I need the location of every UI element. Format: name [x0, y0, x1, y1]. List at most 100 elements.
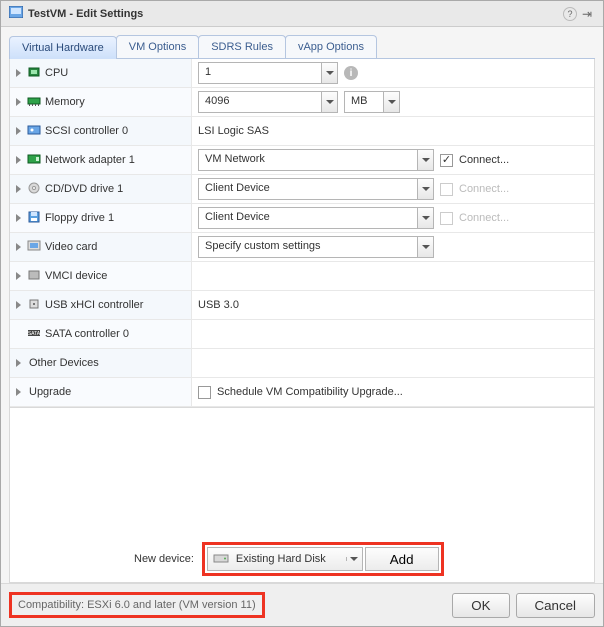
cddvd-dropdown[interactable]: Client Device [198, 178, 434, 200]
dialog-footer: Compatibility: ESXi 6.0 and later (VM ve… [1, 583, 603, 626]
row-vmci-device: VMCI device [10, 262, 594, 291]
svg-text:SATA: SATA [28, 331, 41, 337]
vmci-label: VMCI device [45, 270, 107, 282]
network-connect-checkbox[interactable] [440, 154, 453, 167]
cddvd-label: CD/DVD drive 1 [45, 183, 123, 195]
label-cell: Memory [10, 88, 192, 116]
expander-icon[interactable] [16, 156, 21, 164]
cddvd-connect-checkbox [440, 183, 453, 196]
chevron-down-icon[interactable] [321, 92, 337, 112]
sata-label: SATA controller 0 [45, 328, 129, 340]
info-icon[interactable]: i [344, 66, 358, 80]
label-cell: SCSI controller 0 [10, 117, 192, 145]
value-cell: VM Network Connect... [192, 147, 594, 173]
expander-icon[interactable] [16, 272, 21, 280]
expander-icon[interactable] [16, 98, 21, 106]
cpu-count-value: 1 [199, 63, 321, 83]
video-value: Specify custom settings [199, 237, 417, 257]
memory-label: Memory [45, 96, 85, 108]
floppy-connect-checkbox [440, 212, 453, 225]
schedule-upgrade-label: Schedule VM Compatibility Upgrade... [217, 386, 403, 398]
chevron-down-icon[interactable] [346, 557, 362, 561]
nic-label: Network adapter 1 [45, 154, 135, 166]
new-device-dropdown[interactable]: Existing Hard Disk [207, 547, 363, 571]
schedule-upgrade-checkbox[interactable] [198, 386, 211, 399]
usb-icon [27, 298, 41, 313]
label-cell: Network adapter 1 [10, 146, 192, 174]
expander-icon[interactable] [16, 301, 21, 309]
row-other-devices: Other Devices [10, 349, 594, 378]
sata-icon: SATA [27, 327, 41, 342]
tabbar: Virtual Hardware VM Options SDRS Rules v… [9, 35, 595, 59]
label-cell: Other Devices [10, 349, 192, 377]
video-label: Video card [45, 241, 97, 253]
memory-size-value: 4096 [199, 92, 321, 112]
edit-settings-dialog: TestVM - Edit Settings ? ⇥ Virtual Hardw… [0, 0, 604, 627]
harddisk-icon [208, 552, 234, 567]
expander-icon[interactable] [16, 388, 21, 396]
ok-button[interactable]: OK [452, 593, 509, 618]
value-cell: 4096 MB [192, 89, 594, 115]
cddvd-icon [27, 182, 41, 197]
chevron-down-icon[interactable] [321, 63, 337, 83]
row-video-card: Video card Specify custom settings [10, 233, 594, 262]
add-button[interactable]: Add [365, 547, 439, 571]
scsi-label: SCSI controller 0 [45, 125, 128, 137]
label-cell: SATA SATA controller 0 [10, 320, 192, 348]
floppy-dropdown[interactable]: Client Device [198, 207, 434, 229]
expander-icon[interactable] [16, 359, 21, 367]
scsi-icon [27, 124, 41, 139]
memory-unit-value: MB [345, 92, 383, 112]
new-device-highlight: Existing Hard Disk Add [202, 542, 444, 576]
floppy-icon [27, 211, 41, 226]
row-usb-xhci-controller: USB xHCI controller USB 3.0 [10, 291, 594, 320]
value-cell [192, 332, 594, 336]
expander-icon[interactable] [16, 127, 21, 135]
window-title: TestVM - Edit Settings [28, 8, 558, 20]
expander-icon[interactable] [16, 185, 21, 193]
label-cell: Upgrade [10, 378, 192, 406]
chevron-down-icon[interactable] [417, 179, 433, 199]
tab-vm-options[interactable]: VM Options [116, 35, 199, 58]
chevron-down-icon[interactable] [383, 92, 399, 112]
compatibility-text: Compatibility: ESXi 6.0 and later (VM ve… [9, 592, 265, 618]
tab-vapp-options[interactable]: vApp Options [285, 35, 377, 58]
video-dropdown[interactable]: Specify custom settings [198, 236, 434, 258]
label-cell: CPU [10, 59, 192, 87]
hardware-grid: CPU 1 i Memory [9, 59, 595, 408]
cpu-count-dropdown[interactable]: 1 [198, 62, 338, 84]
memory-unit-dropdown[interactable]: MB [344, 91, 400, 113]
cpu-label: CPU [45, 67, 68, 79]
label-cell: VMCI device [10, 262, 192, 290]
pin-button[interactable]: ⇥ [579, 7, 595, 21]
row-floppy-drive-1: Floppy drive 1 Client Device Connect... [10, 204, 594, 233]
chevron-down-icon[interactable] [417, 208, 433, 228]
tab-sdrs-rules[interactable]: SDRS Rules [198, 35, 286, 58]
chevron-down-icon[interactable] [417, 237, 433, 257]
tab-virtual-hardware[interactable]: Virtual Hardware [9, 36, 117, 59]
help-button[interactable]: ? [563, 7, 577, 21]
value-cell: Client Device Connect... [192, 176, 594, 202]
chevron-down-icon[interactable] [417, 150, 433, 170]
value-cell [192, 361, 594, 365]
expander-icon[interactable] [16, 69, 21, 77]
expander-icon[interactable] [16, 243, 21, 251]
dialog-content: Virtual Hardware VM Options SDRS Rules v… [1, 27, 603, 583]
nic-icon [27, 153, 41, 168]
cpu-icon [27, 66, 41, 81]
cancel-button[interactable]: Cancel [516, 593, 596, 618]
window-buttons: ? ⇥ [563, 7, 595, 21]
row-sata-controller-0: SATA SATA controller 0 [10, 320, 594, 349]
cddvd-value: Client Device [199, 179, 417, 199]
row-scsi-controller-0: SCSI controller 0 LSI Logic SAS [10, 117, 594, 146]
value-cell: Specify custom settings [192, 234, 594, 260]
expander-icon[interactable] [16, 214, 21, 222]
row-network-adapter-1: Network adapter 1 VM Network Connect... [10, 146, 594, 175]
floppy-connect-label: Connect... [459, 212, 509, 224]
network-dropdown[interactable]: VM Network [198, 149, 434, 171]
floppy-value: Client Device [199, 208, 417, 228]
scsi-value: LSI Logic SAS [198, 125, 269, 137]
network-value: VM Network [199, 150, 417, 170]
window-icon [9, 6, 23, 21]
memory-size-dropdown[interactable]: 4096 [198, 91, 338, 113]
